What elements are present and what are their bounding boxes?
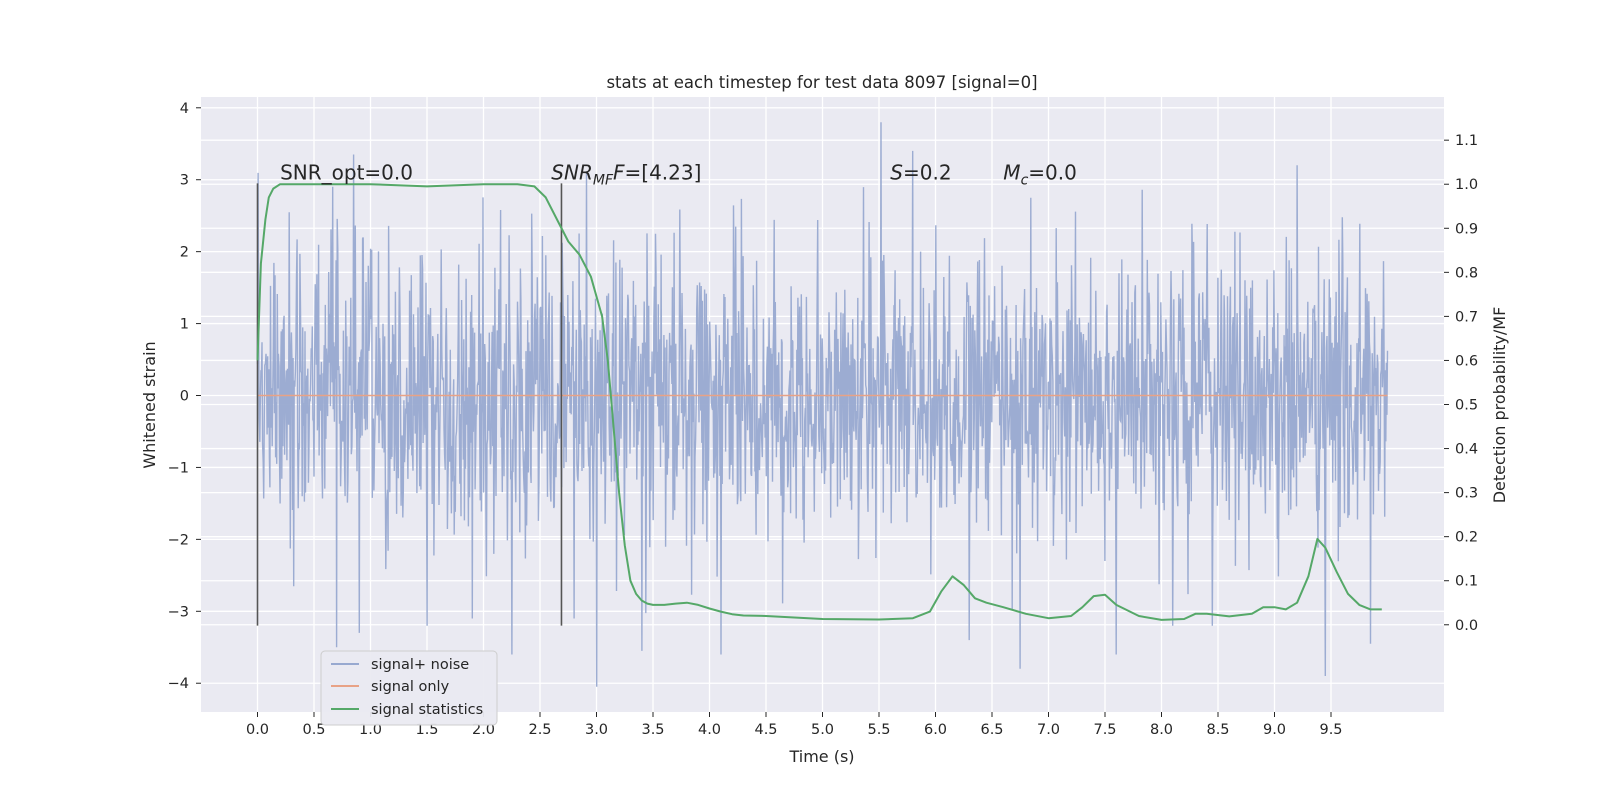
x-tick-label-12: 6.0 [924,722,947,738]
y-tick-label-4: 0 [180,389,189,405]
x-tick-label-3: 1.5 [415,722,438,738]
annotation-mc: Mc=0.0 [1003,161,1077,189]
y-tick-label-2: −2 [168,532,189,548]
chart-title: stats at each timestep for test data 809… [606,73,1037,92]
legend: signal+ noise signal only signal statist… [320,650,498,726]
x-tick-label-0: 0.0 [246,722,269,738]
annotation-snr-opt: SNR_opt=0.0 [280,161,413,185]
x-tick-label-15: 7.5 [1093,722,1116,738]
y-right-tick-label-0: 0.0 [1455,618,1478,634]
y-right-axis-ticks: 0.0 0.1 0.2 0.3 0.4 0.5 0.6 0.7 0.8 0.9 1.0 1.1 [1444,133,1478,634]
x-tick-label-8: 4.0 [698,722,721,738]
y-right-tick-label-5: 0.5 [1455,398,1478,414]
y-right-tick-label-4: 0.4 [1455,442,1478,458]
y-tick-label-7: 3 [180,173,189,189]
x-tick-label-5: 2.5 [528,722,551,738]
x-tick-label-7: 3.5 [641,722,664,738]
x-tick-label-10: 5.0 [811,722,834,738]
y-right-tick-label-8: 0.8 [1455,265,1478,281]
x-tick-label-17: 8.5 [1206,722,1229,738]
x-tick-label-4: 2.0 [472,722,495,738]
x-tick-label-11: 5.5 [867,722,890,738]
x-tick-label-13: 6.5 [980,722,1003,738]
x-tick-label-14: 7.0 [1037,722,1060,738]
x-tick-label-19: 9.5 [1319,722,1342,738]
y-axis-ticks: −4 −3 −2 −1 0 1 2 3 4 [168,101,201,692]
y-tick-label-0: −4 [168,676,189,692]
y-right-tick-label-6: 0.6 [1455,353,1478,369]
x-tick-label-18: 9.0 [1263,722,1286,738]
y-tick-label-3: −1 [168,460,189,476]
x-axis-ticks: 0.0 0.5 1.0 1.5 2.0 2.5 3.0 3.5 4.0 4.5 5.0 5.5 6.0 6… [246,712,1343,738]
x-tick-label-2: 1.0 [359,722,382,738]
y-right-tick-label-9: 0.9 [1455,221,1478,237]
y-right-tick-label-7: 0.7 [1455,309,1478,325]
annotations: SNR_opt=0.0 SNRMFF=[4.23] S=0.2 Mc=0.0 [280,161,1077,189]
y-axis-label: Whitened strain [140,341,159,468]
noise-trace [256,122,1389,687]
legend-label-signal-only: signal only [371,679,450,695]
y-right-axis-label: Detection probability/MF [1490,307,1509,504]
y-right-tick-label-10: 1.0 [1455,177,1478,193]
y-right-tick-label-3: 0.3 [1455,486,1478,502]
legend-box [320,650,498,726]
x-tick-label-1: 0.5 [302,722,325,738]
x-tick-label-6: 3.0 [585,722,608,738]
y-right-tick-label-1: 0.1 [1455,574,1478,590]
annotation-s: S=0.2 [890,161,951,185]
y-right-tick-label-2: 0.2 [1455,530,1478,546]
y-right-tick-label-11: 1.1 [1455,133,1478,149]
legend-label-signal-noise: signal+ noise [371,657,469,673]
annotation-snr-mf: SNRMFF=[4.23] [551,161,701,189]
x-tick-label-9: 4.5 [754,722,777,738]
y-tick-label-6: 2 [180,245,189,261]
x-tick-label-16: 8.0 [1150,722,1173,738]
legend-label-signal-statistics: signal statistics [371,702,483,718]
series-signal-statistics [256,183,1382,621]
y-tick-label-8: 4 [180,101,189,117]
x-axis-label: Time (s) [788,747,854,766]
vertical-markers [256,183,563,626]
statistics-trace [256,183,1382,621]
y-tick-label-1: −3 [168,604,189,620]
series-signal-noise [256,122,1389,687]
y-tick-label-5: 1 [180,317,189,333]
